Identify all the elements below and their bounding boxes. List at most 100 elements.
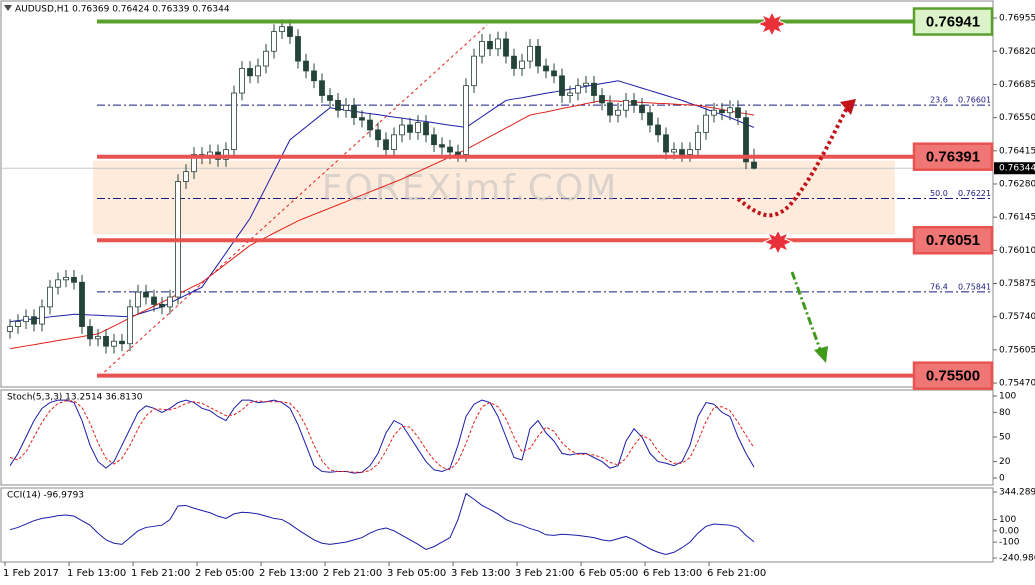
candle-body (439, 144, 445, 148)
candle-body (311, 70, 317, 82)
candle-body (247, 68, 253, 77)
candle-body (503, 38, 509, 57)
candle-body (263, 50, 269, 67)
candle-body (599, 95, 605, 104)
indicator-line (9, 99, 755, 350)
candle-body (663, 134, 669, 153)
candle-body (423, 122, 429, 136)
candle-body (527, 45, 533, 62)
level-label: 0.75500 (926, 368, 980, 385)
y-tick-label: -100 (999, 538, 1020, 548)
candle-body (319, 80, 325, 96)
candle-body (407, 124, 413, 133)
candle-body (695, 131, 701, 150)
candle-body (31, 316, 37, 325)
y-tick-label: 50 (999, 433, 1011, 443)
y-tick-label: 0.76550 (999, 113, 1035, 123)
level-label: 0.76051 (926, 232, 980, 249)
y-tick-label: 0.76145 (999, 213, 1035, 223)
support-zone (93, 160, 895, 235)
candle-body (615, 109, 621, 116)
candle-body (95, 335, 101, 340)
y-tick-label: 0.76280 (999, 179, 1035, 189)
candle-body (495, 38, 501, 50)
candle-body (39, 306, 45, 325)
x-tick-label: 2 Feb 13:00 (259, 568, 318, 579)
y-tick-label: 0 (999, 474, 1005, 484)
fib-ratio: 50.0 (930, 189, 948, 198)
break-arrowhead (814, 346, 828, 363)
y-tick-label: 344.2897 (999, 488, 1035, 498)
candle-body (591, 82, 597, 96)
candle-body (383, 139, 389, 150)
fib-value: 0.76601 (958, 96, 991, 105)
candle-body (223, 149, 229, 160)
candle-body (647, 112, 653, 126)
candle-body (375, 129, 381, 141)
candle-body (479, 41, 485, 57)
candle-body (487, 41, 493, 50)
x-tick-label: 1 Feb 21:00 (131, 568, 190, 579)
y-tick-label: 0.75740 (999, 312, 1035, 322)
y-tick-label: 0.76685 (999, 80, 1035, 90)
chart-title: AUDUSD,H1 0.76369 0.76424 0.76339 0.7634… (15, 5, 230, 15)
x-tick-label: 3 Feb 21:00 (515, 568, 574, 579)
y-tick-label: -240.986 (999, 554, 1035, 564)
fib-value: 0.75841 (958, 282, 991, 291)
candle-body (343, 104, 349, 111)
candle-body (671, 149, 677, 153)
candle-body (303, 60, 309, 72)
candle-body (87, 326, 93, 340)
back-layer (1, 104, 993, 293)
candle-body (655, 124, 661, 136)
candle-body (727, 107, 733, 114)
candle-body (719, 109, 725, 114)
level-box (912, 7, 994, 36)
candle-body (327, 95, 333, 101)
y-tick-label: 0.76955 (999, 14, 1035, 24)
y-tick-label: 0.76415 (999, 146, 1035, 156)
candle-body (511, 55, 517, 69)
candle-body (15, 321, 21, 327)
candle-body (287, 26, 293, 37)
indicator-line (9, 400, 755, 473)
candle-body (559, 75, 565, 96)
candle-body (639, 104, 645, 114)
price-panel (0, 0, 994, 388)
candle-body (271, 31, 277, 52)
candle-body (551, 70, 557, 77)
candle-body (111, 340, 117, 347)
candle-body (191, 154, 197, 173)
level-label: 0.76941 (926, 13, 980, 30)
candle-body (135, 291, 141, 308)
candle-body (71, 276, 77, 283)
break-arrow (790, 271, 823, 353)
candle-body (471, 55, 477, 87)
candle-body (255, 65, 261, 77)
level-box (912, 361, 994, 390)
x-tick-label: 6 Feb 13:00 (643, 568, 702, 579)
candle-body (751, 161, 757, 169)
candle-body (687, 149, 693, 155)
x-tick-label: 6 Feb 21:00 (707, 568, 766, 579)
y-tick-label: 0.76820 (999, 47, 1035, 57)
resistance-burst (756, 10, 788, 38)
y-tick-label: 100 (999, 392, 1016, 402)
level-box (912, 226, 994, 255)
candle-body (679, 149, 685, 155)
x-tick-label: 6 Feb 05:00 (579, 568, 638, 579)
candle-body (279, 26, 285, 32)
x-tick-label: 3 Feb 05:00 (387, 568, 446, 579)
candle-body (743, 117, 749, 163)
candle-body (119, 340, 125, 345)
fib-ratio: 76.4 (930, 282, 948, 291)
candle-body (399, 124, 405, 136)
candle-body (47, 286, 53, 308)
candle-body (351, 104, 357, 119)
candle-body (143, 291, 149, 298)
candle-body (63, 276, 69, 281)
candle-body (735, 107, 741, 119)
candle-body (431, 134, 437, 146)
bounce-arrowhead (840, 99, 856, 115)
